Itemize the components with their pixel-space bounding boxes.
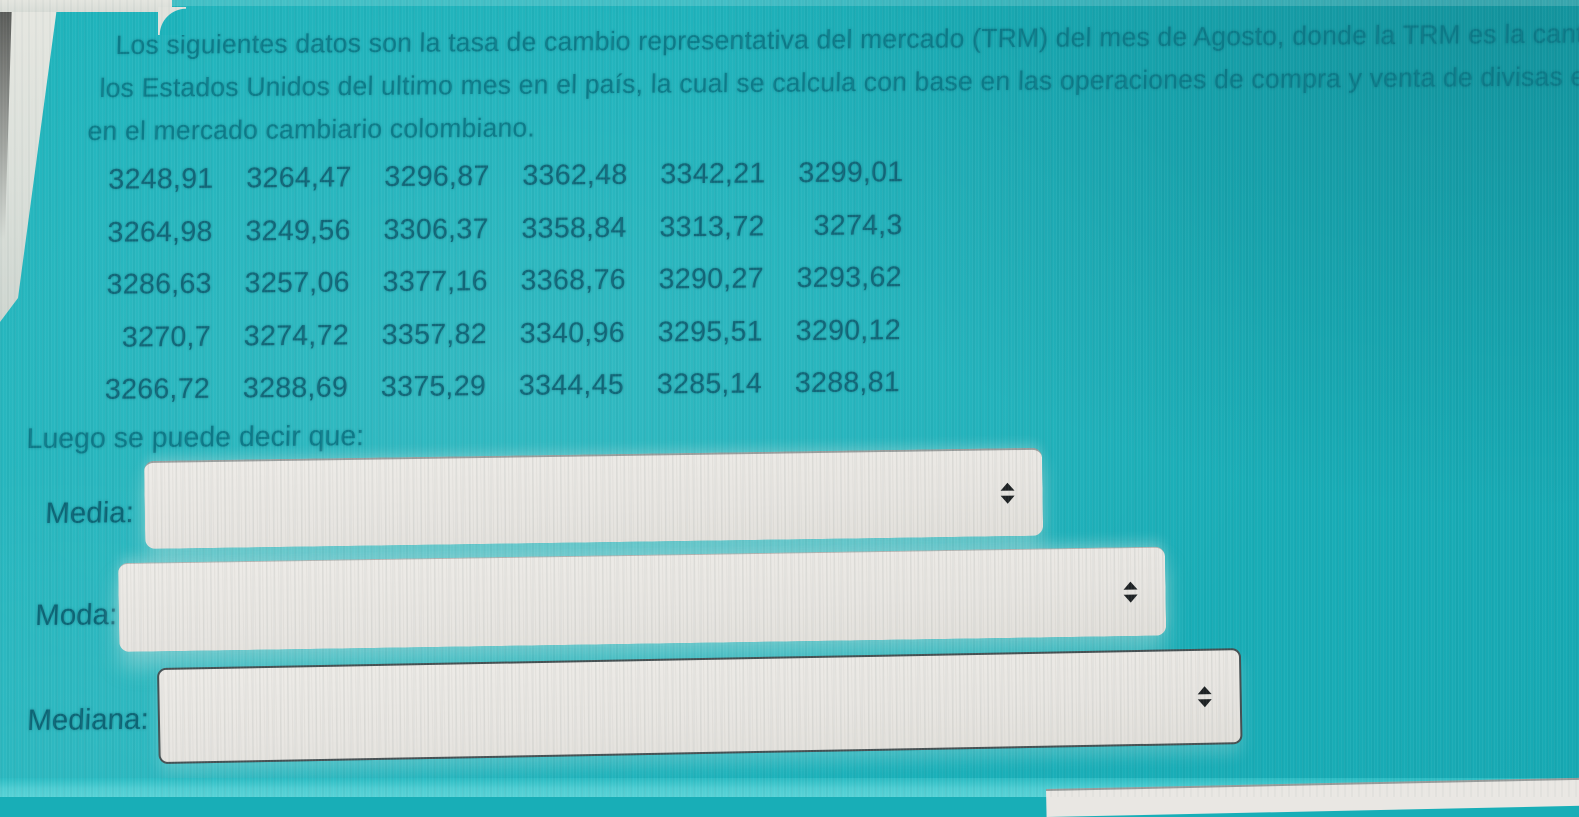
trm-value-cell: 3306,37: [383, 212, 489, 246]
trm-value-cell: 3362,48: [522, 158, 628, 192]
trm-value-cell: 3358,84: [521, 211, 627, 245]
trm-data-grid: 3248,91 3264,47 3296,87 3362,48 3342,21 …: [72, 146, 904, 417]
trm-value-cell: 3293,62: [796, 261, 903, 295]
trm-value-cell: 3264,98: [107, 215, 213, 249]
trm-value-cell: 3290,12: [795, 313, 902, 347]
trm-value-cell: 3286,63: [106, 267, 213, 301]
select-spinner-icon: [1198, 686, 1213, 707]
question-prompt: Luego se puede decir que:: [26, 420, 365, 456]
trm-value-cell: 3375,29: [380, 370, 487, 404]
moda-select[interactable]: [118, 546, 1167, 652]
trm-value-cell: 3257,06: [244, 266, 351, 300]
trm-value-cell: 3288,81: [794, 366, 901, 400]
trm-value-cell: 3344,45: [518, 369, 625, 403]
top-highlight-strip: [172, 0, 1579, 6]
trm-value-cell: 3296,87: [384, 160, 490, 194]
panel-corner-curve: [158, 7, 186, 35]
top-page-strip: [0, 0, 172, 12]
trm-value-cell: 3299,01: [798, 156, 904, 190]
trm-value-cell: 3264,47: [246, 161, 352, 195]
trm-value-cell: 3274,72: [243, 319, 350, 353]
trm-value-cell: 3288,69: [242, 371, 349, 405]
media-label: Media:: [44, 496, 135, 531]
trm-value-cell: 3274,3: [813, 208, 903, 242]
moda-label: Moda:: [34, 598, 118, 633]
trm-value-cell: 3249,56: [245, 213, 351, 247]
trm-value-cell: 3270,7: [121, 320, 212, 354]
trm-value-cell: 3248,91: [108, 162, 214, 196]
trm-value-cell: 3313,72: [659, 209, 765, 243]
mediana-select-value: [177, 651, 1171, 761]
select-spinner-icon: [1000, 483, 1015, 504]
trm-value-cell: 3340,96: [519, 316, 626, 350]
select-spinner-icon: [1123, 581, 1138, 602]
intro-text-line-3: en el mercado cambiario colombiano.: [87, 112, 536, 147]
trm-value-cell: 3342,21: [660, 157, 766, 191]
trm-value-cell: 3377,16: [382, 265, 489, 299]
trm-value-cell: 3285,14: [656, 367, 763, 401]
mediana-label: Mediana:: [26, 702, 150, 738]
trm-value-cell: 3290,27: [658, 262, 765, 296]
trm-value-cell: 3266,72: [104, 373, 211, 407]
media-select[interactable]: [144, 447, 1044, 549]
trm-value-cell: 3295,51: [657, 315, 764, 349]
trm-value-cell: 3357,82: [381, 317, 488, 351]
trm-value-cell: 3368,76: [520, 263, 627, 297]
media-select-value: [162, 451, 973, 549]
mediana-select[interactable]: [157, 648, 1243, 764]
moda-select-value: [136, 549, 1096, 652]
